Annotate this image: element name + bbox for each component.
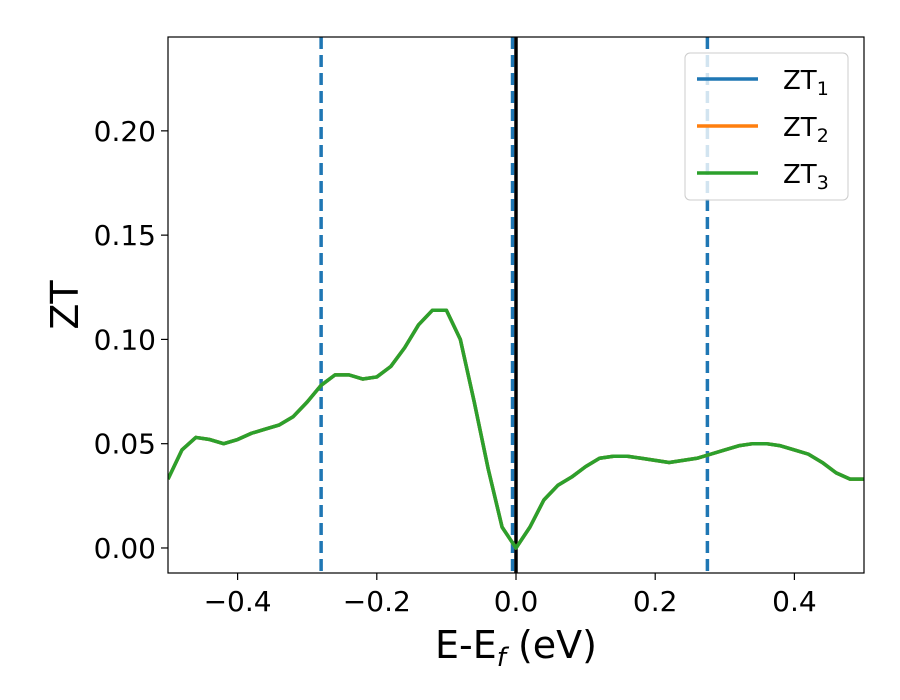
x-tick-label: −0.4 [204,585,272,618]
x-tick-label: 0.2 [633,585,678,618]
x-axis-title-base: E-E [435,623,497,667]
series-line-zt3 [168,308,864,550]
legend-label-zt1: ZT1 [783,66,829,100]
legend-label-zt3: ZT3 [783,160,829,194]
y-tick-label: 0.15 [94,219,156,252]
legend-label-zt2: ZT2 [783,113,829,147]
x-tick-label: −0.2 [343,585,411,618]
x-axis-title-unit: (eV) [506,623,597,667]
y-axis-title: ZT [43,280,87,330]
y-tick-label: 0.20 [94,115,156,148]
x-axis-title: E-Ef (eV) [435,623,597,673]
legend: ZT1 ZT2 ZT3 [684,52,849,201]
y-tick-label: 0.10 [94,323,156,356]
y-tick-label: 0.05 [94,428,156,461]
x-tick-label: 0.0 [494,585,539,618]
y-axis: 0.00 0.05 0.10 0.15 0.20 [94,115,168,565]
y-tick-label: 0.00 [94,532,156,565]
x-tick-label: 0.4 [772,585,817,618]
legend-box [684,52,849,201]
plot-content [168,37,864,573]
x-axis: −0.4 −0.2 0.0 0.2 0.4 [204,573,817,618]
